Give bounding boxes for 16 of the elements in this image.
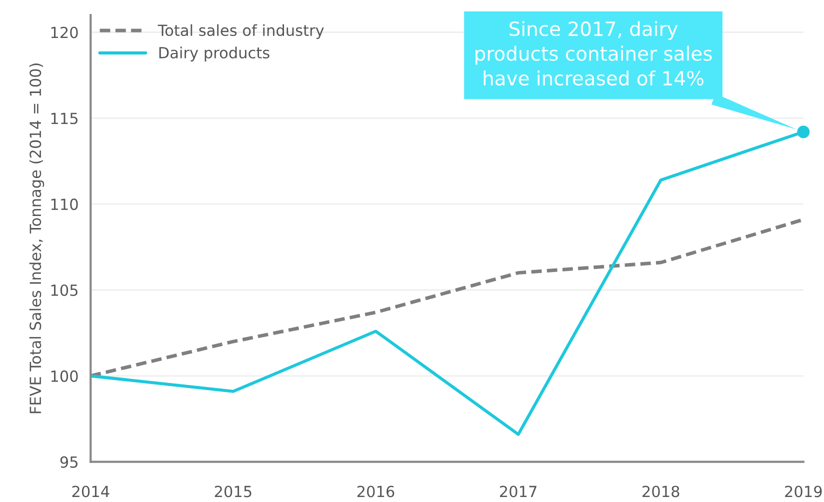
y-tick-label: 100 bbox=[51, 370, 78, 382]
x-tick-label: 2019 bbox=[785, 486, 822, 498]
y-tick-label: 115 bbox=[51, 112, 78, 124]
y-axis-title: FEVE Total Sales Index, Tonnage (2014 = 100) bbox=[29, 64, 44, 414]
x-tick-label: 2016 bbox=[357, 486, 394, 498]
legend-label: Dairy products bbox=[159, 46, 270, 62]
x-tick-label: 2018 bbox=[642, 486, 680, 498]
x-tick-label: 2017 bbox=[500, 486, 536, 498]
y-tick-label: 110 bbox=[51, 198, 78, 210]
y-tick-label: 120 bbox=[51, 26, 78, 38]
x-tick-label: 2015 bbox=[214, 486, 252, 498]
legend-label: Total sales of industry bbox=[158, 24, 324, 40]
x-tick-label: 2014 bbox=[72, 486, 110, 498]
y-tick-label: 95 bbox=[60, 456, 78, 468]
annotation: Since 2017, dairy products container sales have increased of 14% bbox=[476, 21, 712, 86]
y-tick-label: 105 bbox=[51, 284, 78, 296]
